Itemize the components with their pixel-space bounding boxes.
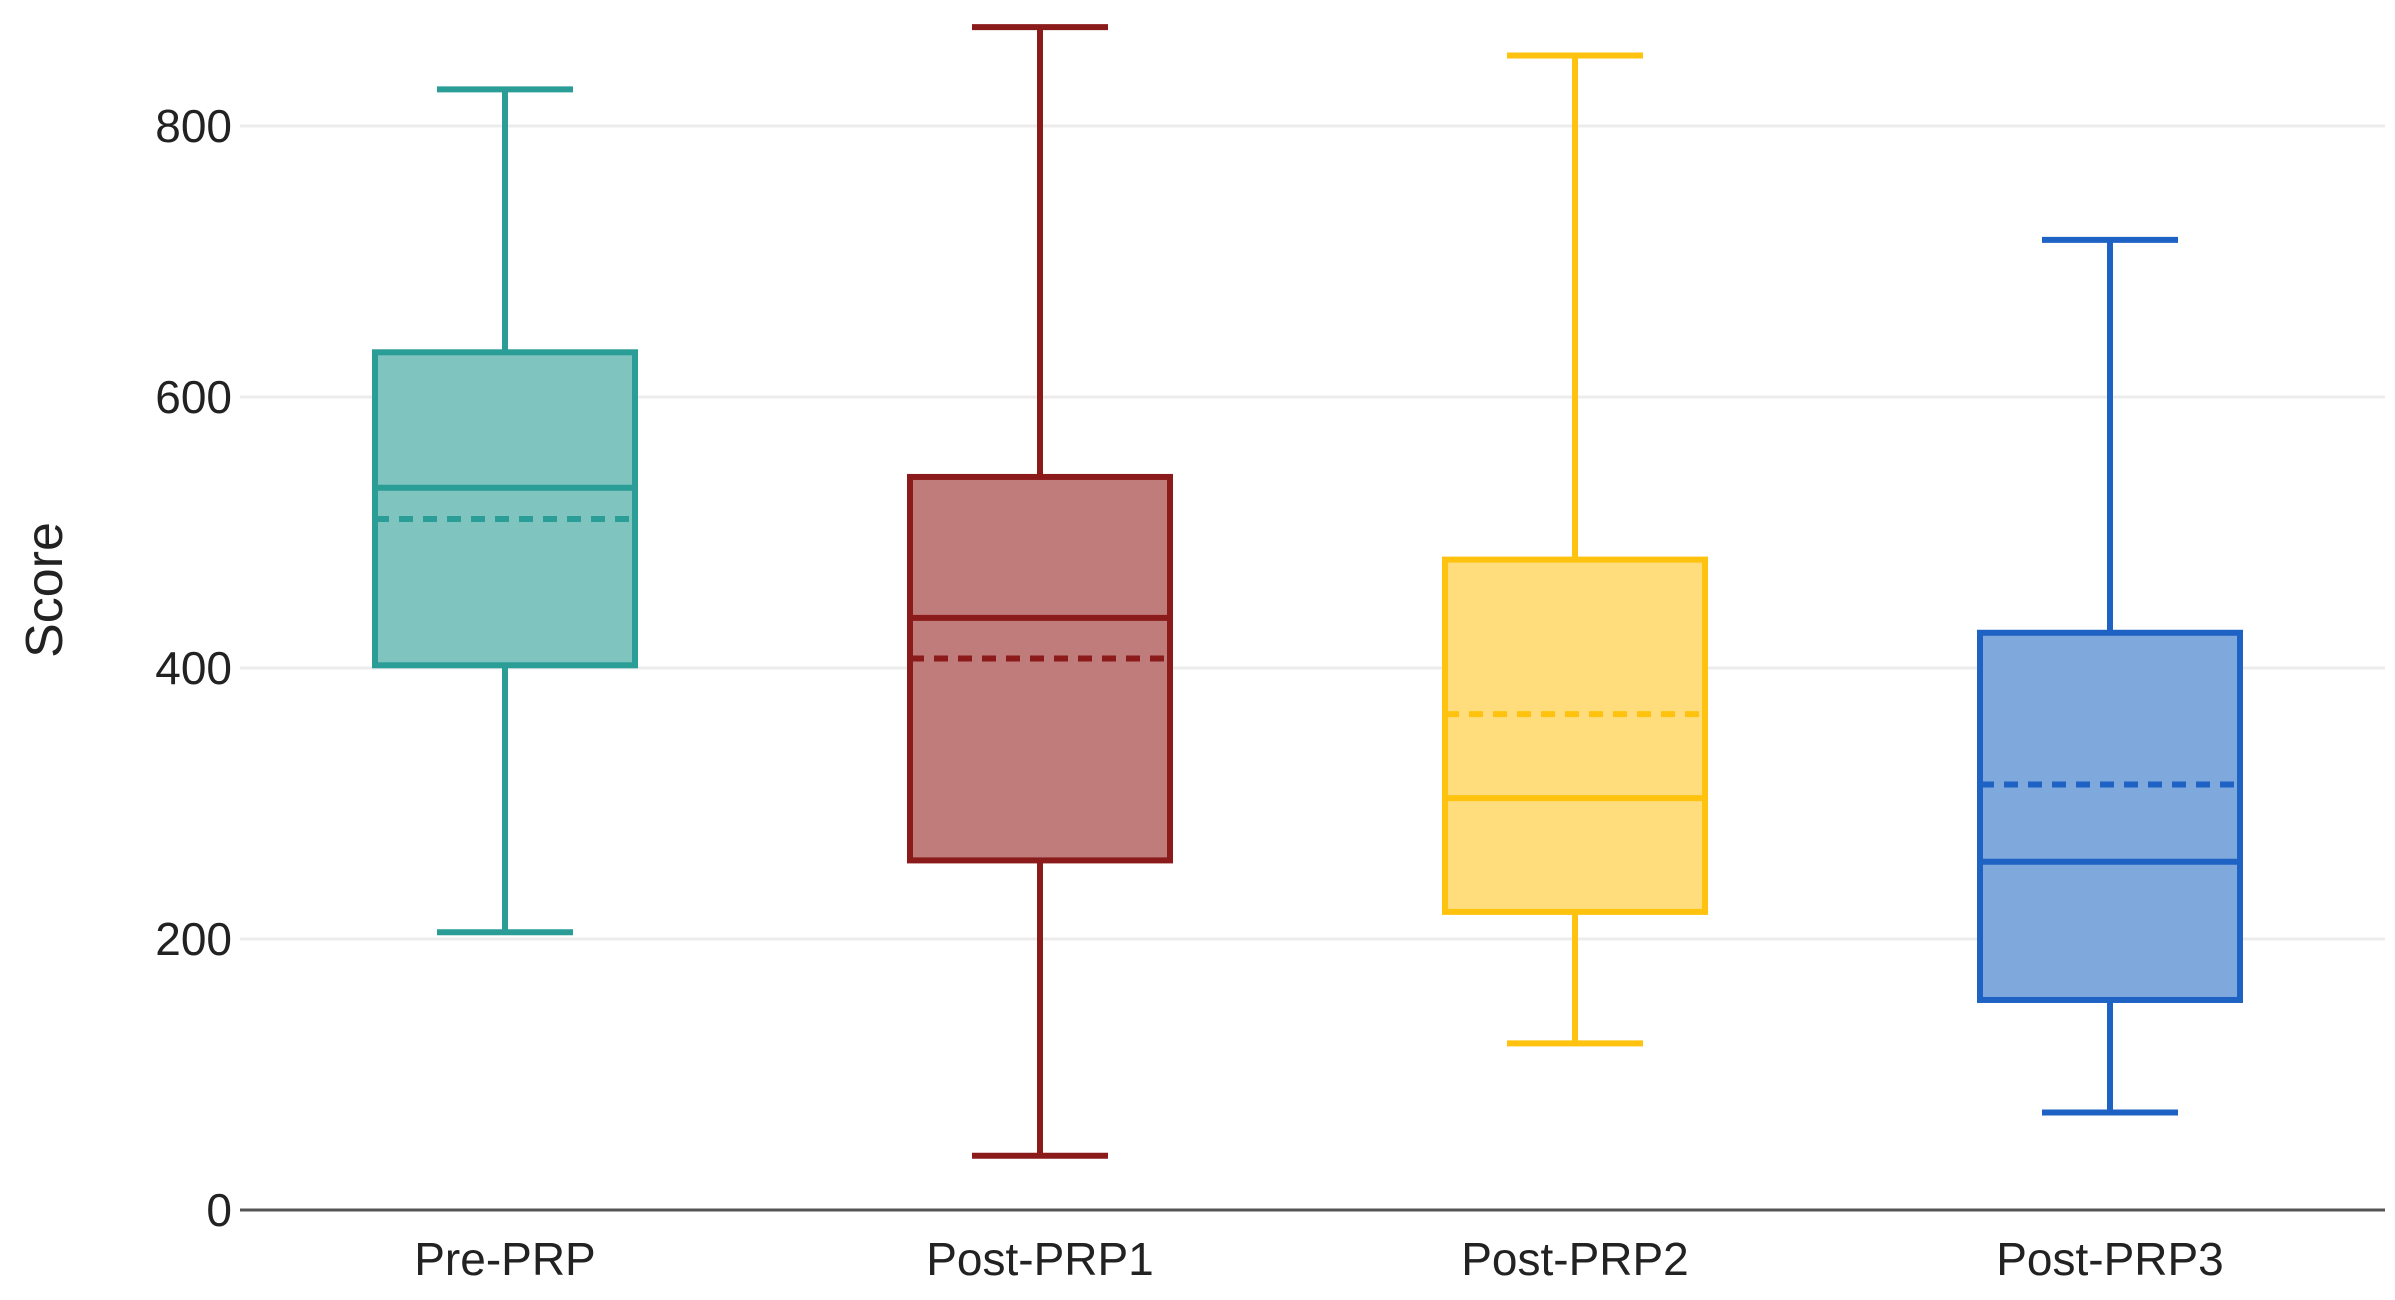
y-tick-label-800: 800 xyxy=(155,100,232,152)
boxes xyxy=(372,24,2243,1159)
tick-labels: 0 200 400 600 800 Pre-PRP Post-PRP1 Post-PRP2 Po… xyxy=(155,100,2224,1285)
x-tick-label-post-prp1: Post-PRP1 xyxy=(926,1233,1154,1285)
box-post-prp1 xyxy=(907,24,1173,1159)
iqr-box-post-prp1 xyxy=(907,473,1173,864)
box-pre-prp xyxy=(372,86,638,936)
x-tick-label-post-prp2: Post-PRP2 xyxy=(1461,1233,1689,1285)
y-tick-label-600: 600 xyxy=(155,371,232,423)
iqr-box-pre-prp xyxy=(372,349,638,669)
y-tick-label-200: 200 xyxy=(155,913,232,965)
x-tick-label-post-prp3: Post-PRP3 xyxy=(1996,1233,2224,1285)
iqr-box-post-prp3 xyxy=(1977,629,2243,1003)
box-post-prp3 xyxy=(1977,236,2243,1116)
y-axis-title: Score xyxy=(16,522,74,658)
y-tick-label-0: 0 xyxy=(206,1184,232,1236)
x-tick-label-pre-prp: Pre-PRP xyxy=(414,1233,595,1285)
box-post-prp2 xyxy=(1442,52,1708,1047)
iqr-box-post-prp2 xyxy=(1442,556,1708,915)
y-tick-label-400: 400 xyxy=(155,642,232,694)
